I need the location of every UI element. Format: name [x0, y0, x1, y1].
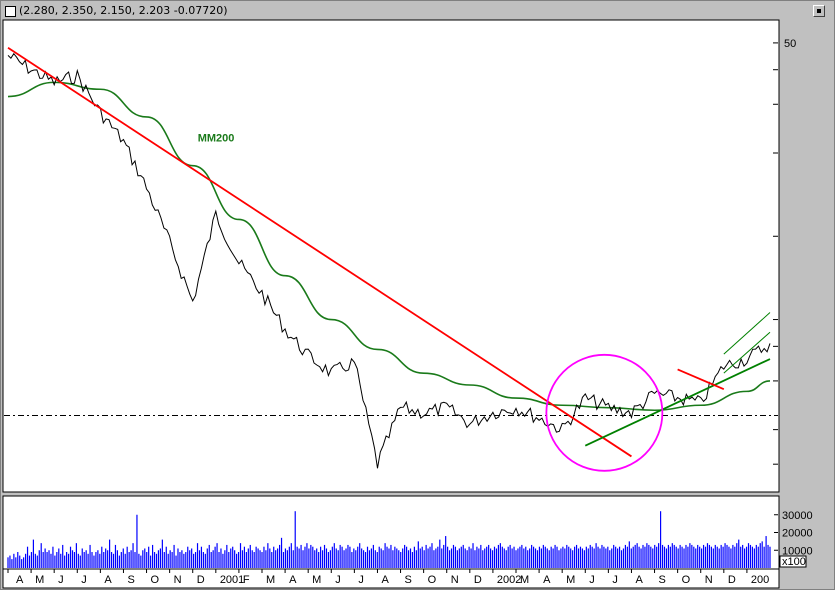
x-tick-label-22: M: [520, 574, 529, 586]
trendline-group: [7, 47, 771, 458]
x-axis-strip: [2, 568, 780, 589]
price-y-axis: 50: [773, 38, 796, 465]
x-tick-label-0: A: [16, 574, 24, 586]
x-tick-label-9: 2001: [220, 574, 244, 586]
x-tick-label-20: D: [474, 574, 482, 586]
x-tick-label-6: O: [151, 574, 160, 586]
x-tick-label-10: F: [243, 574, 250, 586]
x-tick-label-26: J: [612, 574, 618, 586]
volume-unit-box: [779, 555, 807, 568]
x-tick-label-15: J: [358, 574, 364, 586]
x-tick-label-24: M: [566, 574, 575, 586]
x-tick-label-18: O: [428, 574, 437, 586]
price-group: [7, 52, 771, 469]
x-tick-label-23: A: [543, 574, 551, 586]
price-panel: [2, 19, 780, 493]
x-tick-label-2: J: [58, 574, 64, 586]
x-tick-label-7: N: [174, 574, 182, 586]
trendline-2: [584, 358, 771, 447]
close-button[interactable]: [813, 5, 825, 17]
mm200-label: MM200: [198, 133, 235, 145]
x-tick-label-3: J: [81, 574, 87, 586]
x-tick-label-31: D: [728, 574, 736, 586]
channel-upper-line: [723, 312, 771, 355]
x-tick-label-5: S: [127, 574, 134, 586]
x-tick-label-17: S: [405, 574, 412, 586]
x-tick-label-25: J: [589, 574, 595, 586]
x-tick-label-29: O: [682, 574, 691, 586]
x-tick-label-1: M: [35, 574, 44, 586]
x-tick-label-19: N: [451, 574, 459, 586]
volume-tick-label-0: 30000: [782, 510, 813, 522]
volume-unit-label: x100: [782, 556, 806, 568]
price-line: [7, 52, 771, 469]
x-tick-label-32: 200: [751, 574, 769, 586]
x-tick-label-12: A: [289, 574, 297, 586]
trendline-3: [677, 368, 725, 391]
x-tick-label-11: M: [266, 574, 275, 586]
window-menu-icon[interactable]: [5, 6, 16, 17]
mm200-line: [7, 81, 771, 412]
volume-bars: [7, 511, 771, 568]
volume-tick-label-1: 20000: [782, 528, 813, 540]
x-tick-label-28: S: [659, 574, 666, 586]
trendline-1: [7, 47, 632, 458]
x-tick-label-14: J: [335, 574, 341, 586]
x-tick-label-27: A: [635, 574, 643, 586]
window-title: (2.280, 2.350, 2.150, 2.203 -0.07720): [19, 4, 228, 17]
x-tick-label-13: M: [312, 574, 321, 586]
channel-lower-line: [723, 331, 771, 374]
highlight-circle: [545, 353, 664, 472]
title-bar: (2.280, 2.350, 2.150, 2.203 -0.07720): [3, 3, 831, 20]
x-tick-label-30: N: [705, 574, 713, 586]
x-tick-label-16: A: [381, 574, 389, 586]
volume-tick-label-2: 10000: [782, 545, 813, 557]
x-tick-label-8: D: [197, 574, 205, 586]
overlay-group: [545, 353, 664, 472]
x-tick-label-21: 2002: [497, 574, 521, 586]
price-y-tick-label-0: 50: [784, 38, 796, 50]
x-tick-label-4: A: [104, 574, 112, 586]
mm200-group: MM200: [7, 81, 771, 412]
